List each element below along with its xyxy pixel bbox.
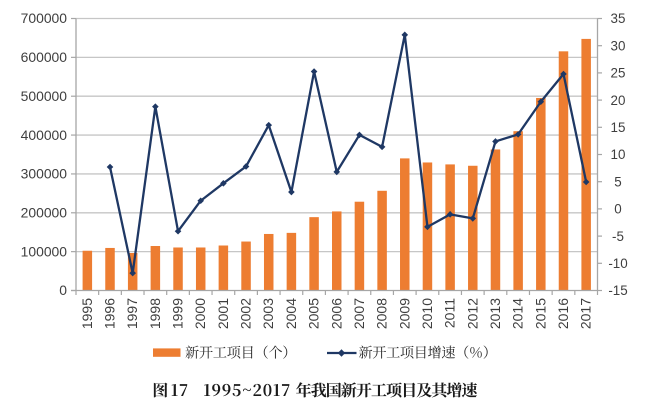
svg-text:100000: 100000 <box>21 243 68 259</box>
svg-text:5: 5 <box>614 174 621 189</box>
svg-text:30: 30 <box>611 38 626 53</box>
svg-text:10: 10 <box>611 147 626 162</box>
svg-text:1997: 1997 <box>124 298 140 329</box>
svg-text:2001: 2001 <box>215 298 231 329</box>
svg-text:2000: 2000 <box>192 298 208 329</box>
svg-text:0: 0 <box>59 282 67 298</box>
svg-text:2016: 2016 <box>555 298 571 329</box>
svg-text:2006: 2006 <box>328 298 344 329</box>
svg-text:2013: 2013 <box>487 298 503 329</box>
svg-text:2002: 2002 <box>238 298 254 329</box>
svg-text:25: 25 <box>611 66 626 81</box>
svg-text:500000: 500000 <box>21 88 68 104</box>
svg-text:1999: 1999 <box>170 298 186 329</box>
svg-text:2003: 2003 <box>260 298 276 329</box>
svg-text:2011: 2011 <box>442 298 458 328</box>
svg-text:0: 0 <box>614 202 621 217</box>
svg-text:-10: -10 <box>608 256 627 271</box>
svg-text:1995: 1995 <box>79 298 95 329</box>
svg-text:2012: 2012 <box>464 298 480 329</box>
svg-text:15: 15 <box>611 120 626 135</box>
svg-text:200000: 200000 <box>21 204 68 220</box>
svg-text:2015: 2015 <box>532 298 548 329</box>
svg-text:2014: 2014 <box>510 298 526 329</box>
svg-text:700000: 700000 <box>21 10 68 26</box>
svg-text:2008: 2008 <box>374 298 390 329</box>
svg-text:2004: 2004 <box>283 298 299 329</box>
svg-text:2017: 2017 <box>578 298 594 329</box>
svg-text:2005: 2005 <box>306 298 322 329</box>
svg-text:-15: -15 <box>608 283 627 298</box>
svg-text:35: 35 <box>611 11 626 26</box>
svg-text:20: 20 <box>611 93 626 108</box>
svg-text:1996: 1996 <box>102 298 118 329</box>
svg-text:400000: 400000 <box>21 127 68 143</box>
svg-text:600000: 600000 <box>21 49 68 65</box>
svg-text:2009: 2009 <box>396 298 412 329</box>
svg-text:-5: -5 <box>612 229 624 244</box>
svg-text:300000: 300000 <box>21 166 68 182</box>
svg-text:1998: 1998 <box>147 298 163 329</box>
svg-text:2007: 2007 <box>351 298 367 329</box>
svg-text:2010: 2010 <box>419 298 435 329</box>
